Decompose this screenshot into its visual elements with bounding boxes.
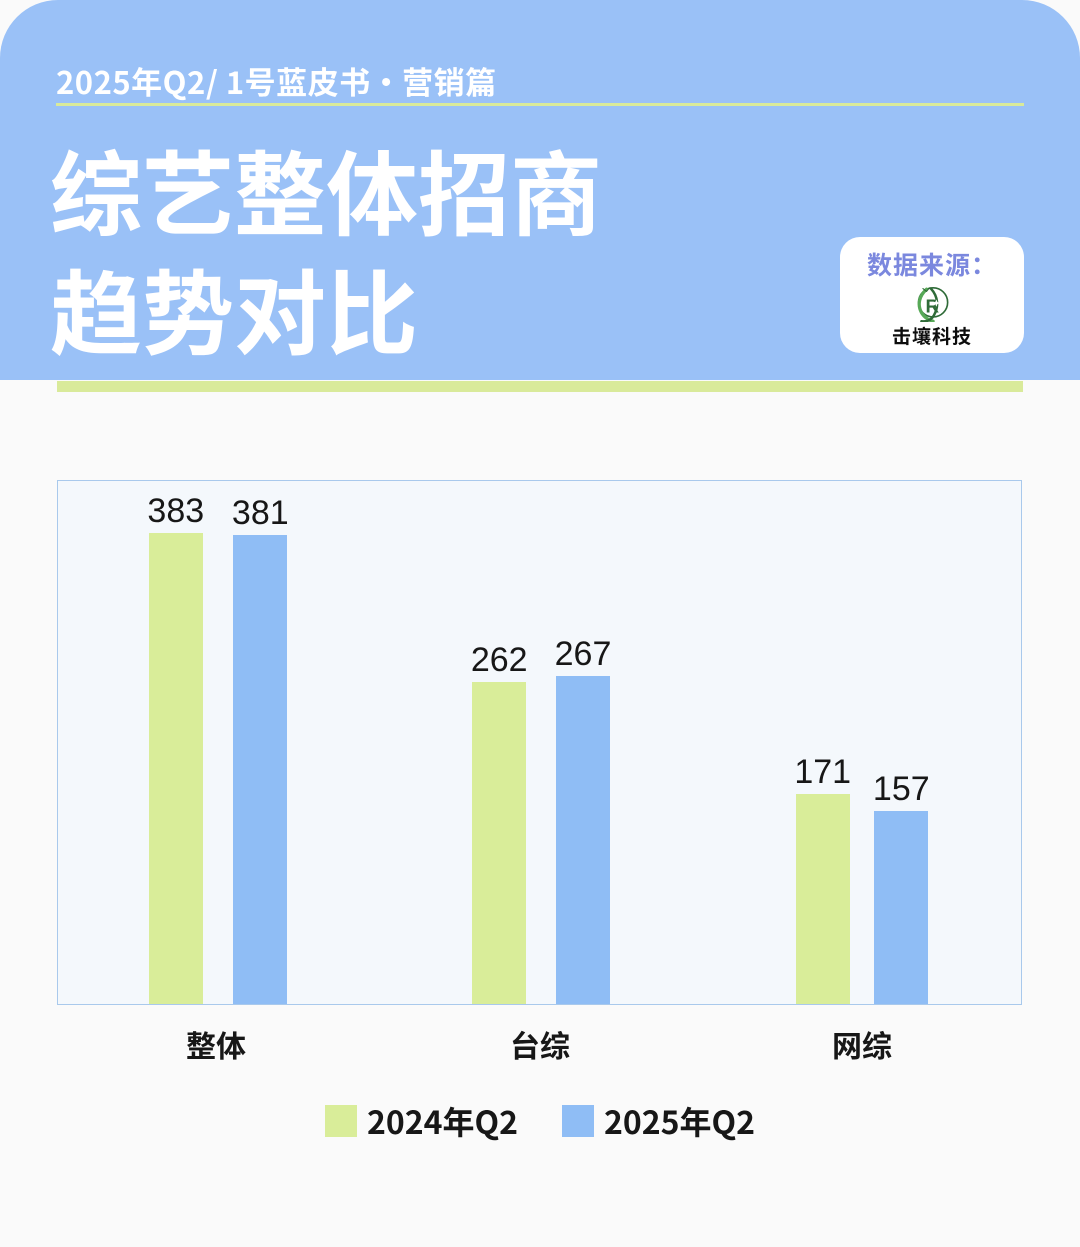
svg-text:R: R (926, 297, 940, 318)
